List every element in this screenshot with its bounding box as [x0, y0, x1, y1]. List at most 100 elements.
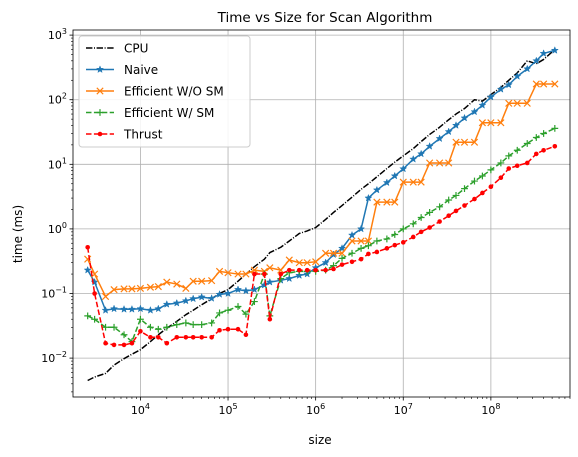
legend-label-thrust: Thrust [123, 127, 163, 141]
data-point-efficient-w-o-sm [383, 198, 391, 206]
data-point-thrust [358, 256, 364, 262]
data-point-thrust [217, 327, 222, 333]
data-point-efficient-w-sm [198, 321, 206, 329]
data-point-efficient-w-o-sm [532, 80, 540, 88]
data-point-thrust [480, 190, 485, 196]
data-point-thrust [296, 267, 302, 273]
legend: CPU Naive Efficient W/O SM Efficient W/ SM T… [78, 35, 251, 148]
data-point-thrust [506, 166, 512, 171]
data-point-naive [321, 258, 330, 267]
data-point-thrust [278, 271, 284, 277]
data-point-naive [347, 230, 357, 239]
data-point-efficient-w-o-sm [452, 138, 460, 146]
data-point-naive [119, 304, 129, 313]
data-point-efficient-w-o-sm [399, 178, 407, 186]
data-point-naive [451, 121, 461, 129]
data-point-thrust [534, 151, 539, 157]
data-point-efficient-w-o-sm [90, 270, 99, 278]
data-point-efficient-w-o-sm [470, 138, 479, 146]
data-point-thrust [427, 225, 432, 230]
x-tick-label: 104 [131, 402, 150, 417]
data-point-efficient-w-sm [234, 303, 242, 310]
data-point-efficient-w-o-sm [364, 237, 373, 245]
data-point-efficient-w-o-sm [128, 285, 136, 293]
data-point-thrust [366, 251, 371, 257]
data-point-thrust [552, 144, 558, 149]
data-point-efficient-w-sm [208, 319, 216, 327]
data-point-efficient-w-o-sm [523, 99, 531, 107]
data-point-efficient-w-o-sm [329, 249, 338, 257]
data-point-efficient-w-o-sm [208, 277, 216, 285]
data-point-efficient-w-sm [182, 319, 190, 327]
data-point-efficient-w-o-sm [445, 159, 453, 167]
data-point-efficient-w-sm [436, 203, 444, 211]
data-point-efficient-w-o-sm [409, 178, 417, 186]
series-thrust [85, 144, 558, 348]
y-axis-ticks: 10−2 10−1 100 101 102 103 [41, 27, 73, 393]
data-point-efficient-w-o-sm [373, 198, 381, 206]
data-point-naive [504, 80, 513, 89]
data-point-efficient-w-o-sm [505, 99, 513, 107]
data-point-thrust [262, 271, 267, 277]
legend-label-naive: Naive [124, 63, 158, 77]
y-tick-label: 101 [48, 156, 67, 171]
data-point-efficient-w-o-sm [101, 292, 110, 301]
data-point-naive [127, 304, 137, 313]
data-point-naive [136, 304, 145, 313]
data-point-efficient-w-sm [357, 244, 365, 252]
data-point-efficient-w-sm [364, 242, 372, 250]
data-point-naive [181, 296, 190, 305]
data-point-naive [513, 72, 522, 80]
data-point-efficient-w-o-sm [303, 259, 311, 267]
data-point-efficient-w-o-sm [120, 285, 128, 293]
data-point-efficient-w-sm [102, 323, 109, 331]
legend-marker-efficient-w-sm [96, 109, 104, 116]
y-tick-label: 102 [48, 92, 67, 107]
data-point-naive [83, 265, 92, 274]
data-point-naive [197, 292, 206, 301]
data-point-efficient-w-o-sm [540, 80, 548, 88]
data-point-efficient-w-sm [505, 152, 513, 160]
data-point-efficient-w-sm [523, 140, 531, 147]
data-point-thrust [209, 334, 214, 340]
data-point-thrust [313, 267, 318, 273]
data-point-efficient-w-sm [551, 124, 559, 132]
data-point-efficient-w-o-sm [136, 284, 145, 293]
data-point-efficient-w-sm [216, 309, 223, 317]
data-point-thrust [472, 196, 477, 202]
data-point-efficient-w-o-sm [497, 119, 505, 127]
legend-label-efficient-w-o-sm: Efficient W/O SM [124, 84, 224, 98]
data-point-efficient-w-sm [224, 306, 232, 314]
data-point-efficient-w-o-sm [285, 256, 293, 264]
data-point-efficient-w-sm [471, 177, 478, 185]
data-point-efficient-w-sm [251, 298, 258, 305]
plot-frame [72, 29, 571, 398]
data-point-efficient-w-o-sm [224, 269, 232, 277]
data-point-efficient-w-sm [242, 310, 250, 318]
data-point-thrust [384, 246, 390, 251]
data-point-thrust [462, 203, 467, 208]
x-tick-label: 106 [306, 402, 325, 417]
data-point-efficient-w-sm [452, 192, 460, 199]
data-point-naive [223, 289, 233, 298]
data-point-thrust [252, 271, 257, 277]
data-point-efficient-w-sm [348, 249, 356, 257]
data-point-naive [154, 304, 163, 313]
data-point-thrust [498, 175, 504, 181]
data-point-efficient-w-sm [445, 196, 453, 204]
data-point-thrust [392, 242, 398, 248]
data-point-thrust [331, 266, 336, 272]
data-point-efficient-w-sm [110, 323, 118, 331]
data-point-thrust [400, 240, 406, 245]
chart-title: Time vs Size for Scan Algorithm [217, 10, 433, 26]
data-point-efficient-w-o-sm [426, 159, 434, 167]
data-point-naive [425, 141, 434, 150]
data-point-efficient-w-o-sm [295, 259, 303, 267]
data-point-thrust [183, 334, 189, 340]
data-point-efficient-w-o-sm [189, 277, 197, 285]
data-point-naive [470, 107, 479, 116]
data-point-efficient-w-sm [426, 209, 434, 216]
data-point-naive [172, 298, 181, 307]
data-point-efficient-w-sm [173, 321, 181, 329]
